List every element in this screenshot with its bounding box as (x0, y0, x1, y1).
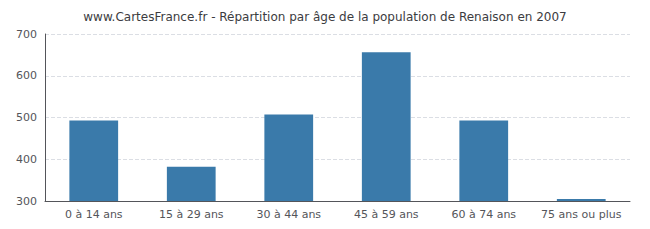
svg-text:45 à 59 ans: 45 à 59 ans (354, 208, 419, 221)
svg-text:500: 500 (16, 111, 37, 124)
svg-text:700: 700 (16, 28, 37, 41)
svg-text:60 à 74 ans: 60 à 74 ans (451, 208, 516, 221)
svg-text:600: 600 (16, 69, 37, 82)
svg-text:300: 300 (16, 195, 37, 208)
svg-text:400: 400 (16, 153, 37, 166)
svg-text:30 à 44 ans: 30 à 44 ans (256, 208, 321, 221)
svg-text:0 à 14 ans: 0 à 14 ans (65, 208, 123, 221)
svg-text:75 ans ou plus: 75 ans ou plus (541, 208, 622, 221)
svg-text:www.CartesFrance.fr - Répartit: www.CartesFrance.fr - Répartition par âg… (83, 10, 566, 24)
svg-text:15 à 29 ans: 15 à 29 ans (159, 208, 224, 221)
